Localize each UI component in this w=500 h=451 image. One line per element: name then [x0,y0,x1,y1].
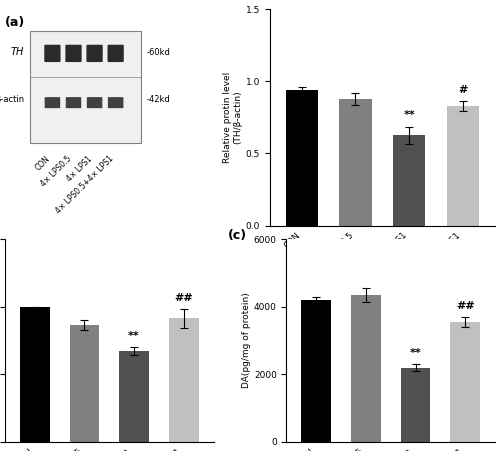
Bar [400,368,430,442]
Text: (a): (a) [5,15,25,28]
Bar [340,99,372,226]
Text: -42kd: -42kd [147,96,171,105]
Text: **: ** [128,331,140,341]
FancyBboxPatch shape [86,45,102,62]
Bar [286,90,318,226]
Y-axis label: DA(pg/mg of protein): DA(pg/mg of protein) [242,293,251,388]
Y-axis label: Relative protin level
(TH/β-actin): Relative protin level (TH/β-actin) [224,72,242,163]
FancyBboxPatch shape [44,97,60,108]
Text: CON: CON [34,154,52,172]
Text: -60kd: -60kd [147,48,171,57]
FancyBboxPatch shape [44,45,60,62]
Text: ##: ## [174,293,193,303]
Text: (c): (c) [228,229,247,242]
Bar [30,31,141,143]
Text: **: ** [410,348,422,358]
Bar [70,325,100,442]
Bar [302,300,331,442]
Text: 4× LPS0.5+4× LPS1: 4× LPS0.5+4× LPS1 [54,154,115,216]
Text: TH: TH [11,47,24,57]
Text: 4× LPS1: 4× LPS1 [65,154,94,183]
Bar [450,322,480,442]
Text: β-actin: β-actin [0,96,24,105]
FancyBboxPatch shape [108,97,124,108]
Bar [20,307,50,442]
FancyBboxPatch shape [87,97,102,108]
FancyBboxPatch shape [108,45,124,62]
Text: #: # [458,85,468,95]
Bar [393,135,425,226]
Bar [351,295,381,442]
Bar [119,351,149,442]
Bar [169,318,198,442]
FancyBboxPatch shape [66,45,82,62]
Bar [446,106,479,226]
Text: 4× LPS0.5: 4× LPS0.5 [39,154,73,188]
Text: ##: ## [456,301,474,311]
FancyBboxPatch shape [66,97,82,108]
Text: **: ** [404,110,415,120]
